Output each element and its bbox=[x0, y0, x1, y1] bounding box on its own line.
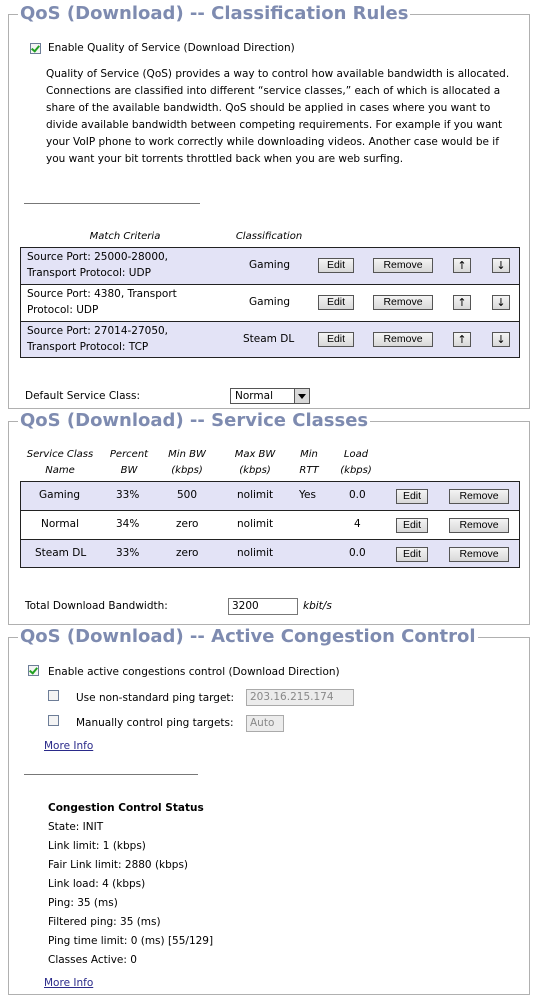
service-classes-title: QoS (Download) -- Service Classes bbox=[18, 410, 371, 432]
remove-class-button[interactable]: Remove bbox=[449, 518, 509, 533]
class-max-bw: nolimit bbox=[237, 547, 274, 559]
rule-criteria-line2: Protocol: UDP bbox=[27, 304, 99, 316]
status-link-load: Link load: 4 (kbps) bbox=[48, 878, 146, 890]
default-class-select[interactable]: Normal bbox=[230, 388, 310, 404]
classification-header: Classification bbox=[235, 231, 303, 242]
status-filtered-ping: Filtered ping: 35 (ms) bbox=[48, 916, 161, 928]
enable-congestion-label: Enable active congestions control (Downl… bbox=[48, 666, 340, 678]
header-percent: Percent BW bbox=[109, 449, 149, 476]
more-info-link[interactable]: More Info bbox=[44, 977, 94, 989]
rule-row: Source Port: 4380, Transport Protocol: U… bbox=[20, 284, 520, 322]
move-up-button[interactable]: ↑ bbox=[453, 295, 471, 310]
rule-criteria-line1: Source Port: 4380, Transport bbox=[27, 288, 177, 300]
class-min-bw: zero bbox=[176, 547, 199, 559]
rule-criteria-line1: Source Port: 25000-28000, bbox=[27, 251, 169, 263]
default-class-value: Normal bbox=[235, 390, 273, 402]
edit-rule-button[interactable]: Edit bbox=[318, 295, 354, 310]
class-min-rtt: Yes bbox=[299, 489, 316, 501]
rule-row: Source Port: 27014-27050, Transport Prot… bbox=[20, 321, 520, 358]
total-bandwidth-input[interactable]: 3200 bbox=[228, 598, 298, 615]
congestion-title: QoS (Download) -- Active Congestion Cont… bbox=[18, 626, 478, 648]
remove-rule-button[interactable]: Remove bbox=[373, 258, 433, 273]
class-percent: 33% bbox=[116, 547, 140, 559]
class-name: Gaming bbox=[39, 489, 81, 501]
status-ping-time-limit: Ping time limit: 0 (ms) [55/129] bbox=[48, 935, 214, 947]
enable-congestion-checkbox[interactable] bbox=[28, 665, 39, 676]
status-classes-active: Classes Active: 0 bbox=[48, 954, 137, 966]
class-percent: 34% bbox=[116, 518, 140, 530]
chevron-down-icon bbox=[294, 389, 309, 403]
total-bandwidth-unit: kbit/s bbox=[303, 600, 332, 612]
ping-target-label: Use non-standard ping target: bbox=[76, 692, 235, 704]
header-load: Load (kbps) bbox=[340, 449, 372, 476]
classification-title: QoS (Download) -- Classification Rules bbox=[18, 3, 411, 25]
rule-criteria-line1: Source Port: 27014-27050, bbox=[27, 325, 169, 337]
total-bandwidth-label: Total Download Bandwidth: bbox=[25, 600, 168, 612]
divider bbox=[24, 203, 200, 204]
header-min-bw: Min BW (kbps) bbox=[168, 449, 206, 476]
class-name: Normal bbox=[41, 518, 79, 530]
service-class-row: Normal 34% zero nolimit 4 Edit Remove bbox=[20, 510, 520, 540]
edit-class-button[interactable]: Edit bbox=[396, 489, 428, 504]
edit-rule-button[interactable]: Edit bbox=[318, 332, 354, 347]
service-class-row: Steam DL 33% zero nolimit 0.0 Edit Remov… bbox=[20, 539, 520, 568]
class-load: 0.0 bbox=[349, 489, 366, 501]
more-info-link[interactable]: More Info bbox=[44, 740, 94, 752]
remove-rule-button[interactable]: Remove bbox=[373, 295, 433, 310]
class-percent: 33% bbox=[116, 489, 140, 501]
divider bbox=[24, 774, 198, 775]
header-max-bw: Max BW (kbps) bbox=[234, 449, 276, 476]
rule-criteria-line2: Transport Protocol: TCP bbox=[27, 341, 149, 353]
manual-ping-input[interactable]: Auto bbox=[246, 715, 284, 732]
ping-target-input[interactable]: 203.16.215.174 bbox=[246, 689, 354, 706]
header-min-rtt: Min RTT bbox=[299, 449, 319, 476]
qos-description: Quality of Service (QoS) provides a way … bbox=[46, 68, 510, 165]
enable-qos-checkbox[interactable] bbox=[30, 43, 41, 54]
status-fair-link-limit: Fair Link limit: 2880 (kbps) bbox=[48, 859, 189, 871]
rule-row: Source Port: 25000-28000, Transport Prot… bbox=[20, 247, 520, 285]
move-down-button[interactable]: ↓ bbox=[492, 295, 510, 310]
move-up-button[interactable]: ↑ bbox=[453, 258, 471, 273]
rule-classification: Gaming bbox=[249, 296, 291, 308]
remove-rule-button[interactable]: Remove bbox=[373, 332, 433, 347]
enable-qos-label: Enable Quality of Service (Download Dire… bbox=[48, 42, 295, 54]
remove-class-button[interactable]: Remove bbox=[449, 489, 509, 504]
ping-target-checkbox[interactable] bbox=[48, 690, 59, 701]
status-ping: Ping: 35 (ms) bbox=[48, 897, 118, 909]
manual-ping-label: Manually control ping targets: bbox=[76, 717, 234, 729]
rule-criteria-line2: Transport Protocol: UDP bbox=[27, 267, 151, 279]
rule-classification: Steam DL bbox=[243, 333, 295, 345]
status-link-limit: Link limit: 1 (kbps) bbox=[48, 840, 146, 852]
match-criteria-header: Match Criteria bbox=[89, 231, 161, 242]
class-max-bw: nolimit bbox=[237, 518, 274, 530]
class-name: Steam DL bbox=[35, 547, 87, 559]
status-title: Congestion Control Status bbox=[48, 802, 204, 814]
class-max-bw: nolimit bbox=[237, 489, 274, 501]
remove-class-button[interactable]: Remove bbox=[449, 547, 509, 562]
edit-class-button[interactable]: Edit bbox=[396, 518, 428, 533]
class-min-bw: zero bbox=[176, 518, 199, 530]
status-state: State: INIT bbox=[48, 821, 104, 833]
manual-ping-checkbox[interactable] bbox=[48, 715, 59, 726]
class-load: 4 bbox=[354, 518, 361, 530]
class-min-bw: 500 bbox=[177, 489, 198, 501]
class-load: 0.0 bbox=[349, 547, 366, 559]
move-up-button[interactable]: ↑ bbox=[453, 332, 471, 347]
header-class-name: Service Class Name bbox=[26, 449, 94, 476]
move-down-button[interactable]: ↓ bbox=[492, 332, 510, 347]
edit-class-button[interactable]: Edit bbox=[396, 547, 428, 562]
move-down-button[interactable]: ↓ bbox=[492, 258, 510, 273]
service-class-row: Gaming 33% 500 nolimit Yes 0.0 Edit Remo… bbox=[20, 481, 520, 511]
default-class-label: Default Service Class: bbox=[25, 390, 141, 402]
edit-rule-button[interactable]: Edit bbox=[318, 258, 354, 273]
rule-classification: Gaming bbox=[249, 259, 291, 271]
